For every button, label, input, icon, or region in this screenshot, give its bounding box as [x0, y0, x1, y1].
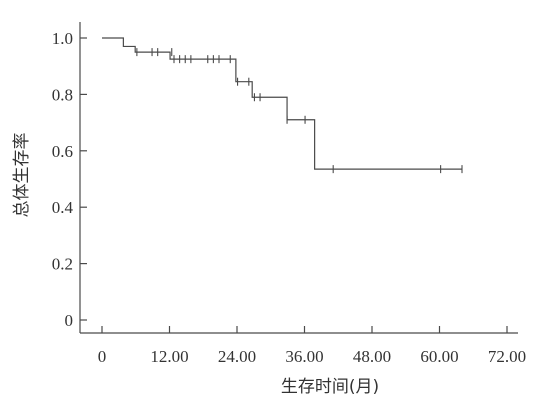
survival-curve-group — [102, 37, 462, 170]
x-tick-label: 12.00 — [150, 347, 188, 366]
y-tick-label: 0.6 — [52, 142, 73, 161]
y-tick-label: 0.4 — [52, 198, 74, 217]
x-tick-label: 60.00 — [420, 347, 458, 366]
x-axis-ticks: 0 12.00 24.00 36.00 48.00 60.00 72.00 — [98, 326, 526, 366]
x-tick-label: 72.00 — [488, 347, 526, 366]
x-tick-label: 48.00 — [353, 347, 391, 366]
x-tick-label: 0 — [98, 347, 107, 366]
x-axis-label: 生存时间(月) — [281, 377, 379, 397]
y-tick-label: 0 — [65, 311, 74, 330]
axes — [79, 22, 518, 334]
y-tick-label: 0.8 — [52, 85, 73, 104]
y-axis-label: 总体生存率 — [12, 133, 32, 218]
survival-curve — [102, 37, 462, 170]
y-tick-label: 0.2 — [52, 255, 73, 274]
y-tick-label: 1.0 — [52, 29, 73, 48]
x-tick-label: 36.00 — [285, 347, 323, 366]
x-tick-label: 24.00 — [218, 347, 256, 366]
y-axis-ticks: 0 0.2 0.4 0.6 0.8 1.0 — [52, 29, 87, 330]
censor-marks-group — [136, 48, 463, 174]
